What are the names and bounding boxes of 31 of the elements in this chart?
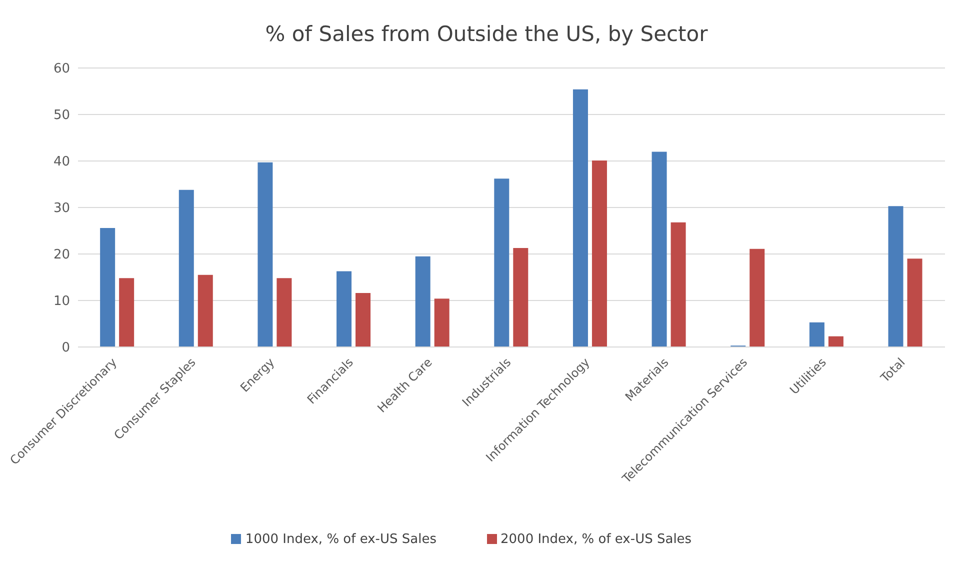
y-tick-label: 10 (53, 294, 70, 310)
bar (670, 222, 686, 347)
bar (276, 278, 292, 347)
bar (100, 228, 116, 347)
bar (356, 293, 371, 347)
bar (828, 336, 844, 347)
bar (415, 256, 430, 347)
y-tick-label: 50 (53, 108, 70, 124)
bar (434, 298, 450, 347)
bar (178, 190, 194, 347)
bar (336, 271, 352, 347)
bar (198, 274, 213, 347)
y-tick-label: 30 (53, 201, 70, 216)
y-tick-label: 20 (53, 248, 70, 263)
y-tick-label: 0 (62, 340, 70, 356)
bar (809, 322, 824, 347)
bar (513, 248, 528, 347)
y-tick-label: 40 (53, 154, 70, 170)
legend-label: 1000 Index, % of ex-US Sales (245, 532, 436, 547)
legend-label: 2000 Index, % of ex-US Sales (500, 532, 692, 547)
bar (572, 89, 588, 347)
bar (592, 160, 607, 347)
bar (652, 152, 667, 347)
bar (907, 258, 922, 347)
y-tick-label: 60 (53, 62, 70, 77)
bar (119, 278, 134, 347)
bar (750, 248, 765, 347)
chart-title: % of Sales from Outside the US, by Sector (264, 21, 709, 48)
bar (494, 178, 510, 347)
bar (888, 206, 904, 347)
bar (258, 162, 273, 347)
